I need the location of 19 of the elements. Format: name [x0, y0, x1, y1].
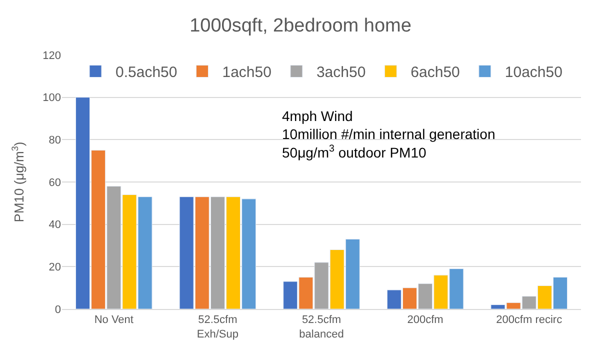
legend-label: 1ach50 [222, 64, 272, 82]
y-tick-label: 60 [48, 176, 61, 189]
legend-label: 0.5ach50 [116, 64, 178, 82]
y-tick-label: 40 [48, 219, 61, 232]
y-tick-label: 120 [42, 50, 61, 62]
legend-label: 10ach50 [504, 64, 562, 82]
x-tick-label: 200cfm [407, 314, 444, 326]
y-tick-label: 100 [42, 92, 61, 104]
y-tick-label: 0 [54, 304, 61, 316]
x-tick-label: 52.5cfm balanced [299, 314, 344, 340]
annotation: 4mph Wind 10million #/min internal generation 50μg/m$^{3}$ outdoor PM10 [282, 108, 496, 160]
x-tick-label: No Vent [94, 314, 134, 326]
legend-label: 6ach50 [410, 64, 460, 82]
x-tick-label: 52.5cfm Exh/Sup [196, 314, 238, 340]
y-tick-label: 20 [48, 262, 61, 274]
y-tick-label: 80 [48, 134, 61, 147]
x-tick-label: 200cfm recirc [496, 314, 563, 326]
legend-label: 3ach50 [316, 64, 366, 82]
chart-title: 1000sqft, 2bedroom home [190, 15, 412, 36]
